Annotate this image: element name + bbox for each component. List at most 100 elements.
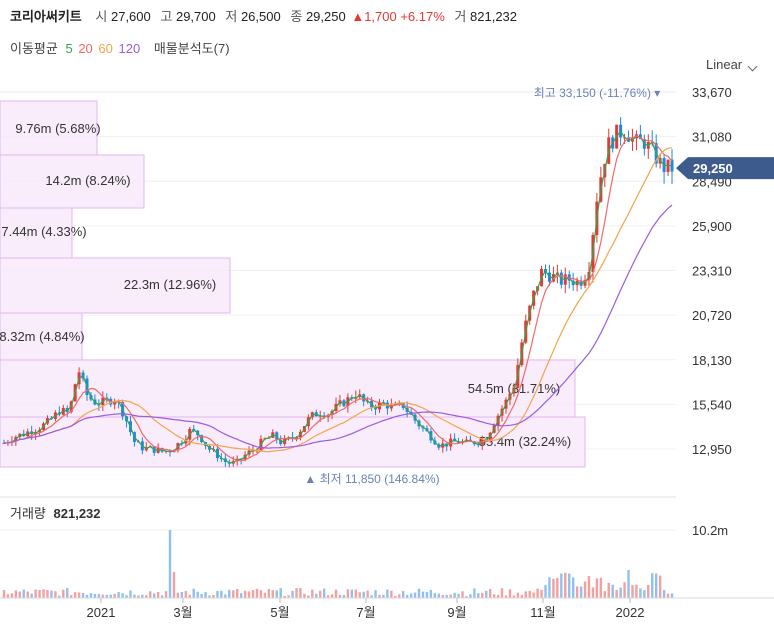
ma-title[interactable]: 이동평균: [10, 41, 58, 56]
volume-bar: [461, 591, 464, 598]
volume-bar: [287, 595, 290, 598]
indicator-legend: 이동평균 5 20 60 120 매물분석도(7): [10, 38, 234, 57]
scale-mode-select[interactable]: Linear: [706, 57, 743, 72]
volume-bar: [425, 591, 429, 598]
x-tick-label: 7월: [356, 605, 375, 620]
volume-bar: [485, 590, 488, 598]
moving-averages: [3, 130, 673, 464]
volume-bar: [631, 585, 634, 598]
volume-bar: [564, 572, 567, 598]
volume-bar: [121, 593, 124, 598]
stock-name[interactable]: 코리아써키트: [10, 9, 82, 24]
volume-bar: [54, 591, 57, 598]
volume-bar: [255, 588, 259, 598]
volume-bar: [2, 589, 6, 598]
volume-bar: [437, 593, 440, 598]
volume-bar: [259, 590, 263, 598]
volume-bar: [129, 590, 132, 598]
volume-bar: [607, 582, 610, 598]
volume-bar: [398, 594, 401, 598]
volume-bar: [643, 590, 646, 598]
volume-bar: [374, 590, 377, 598]
volume-bar: [492, 594, 496, 598]
high-annotation: 최고 33,150 (-11.76%) ▾: [534, 86, 661, 100]
y-tick-label: 18,130: [692, 353, 732, 368]
y-tick-label: 33,670: [692, 85, 732, 100]
volume-bar: [382, 594, 385, 598]
volume-bar: [216, 590, 219, 598]
volume-bar: [560, 573, 563, 598]
volume-profile-bar: [0, 416, 586, 468]
current-price-tag: [676, 157, 774, 180]
ma120-line: [3, 204, 673, 449]
volume-bar: [666, 593, 670, 598]
ma20-legend: 20: [78, 41, 93, 56]
volume-bar: [338, 594, 342, 598]
volume-bar: [224, 594, 227, 598]
volume-bar: [670, 593, 674, 598]
volume-bar: [243, 590, 247, 598]
volume-bar: [370, 595, 373, 598]
volume-bar: [417, 588, 421, 598]
y-tick-label: 20,720: [692, 308, 732, 323]
volume-profile-label: 55.4m (32.24%): [479, 434, 572, 449]
volume-bar: [85, 594, 89, 598]
volume-bar: [247, 591, 251, 598]
volume-bar: [204, 592, 207, 598]
volume-bar: [117, 592, 120, 598]
time-axis: 2021 3월 5월 7월 9월 11월 2022: [0, 597, 774, 620]
volume-bar: [603, 591, 607, 598]
ma60-line: [3, 147, 673, 453]
volume-profile-bar: [0, 312, 83, 361]
ma5-line: [3, 130, 673, 464]
volume-bar: [552, 578, 555, 598]
volume-panel-title: 거래량 821,232: [10, 503, 101, 522]
volume-bar: [30, 593, 33, 598]
annotations: 최고 33,150 (-11.76%) ▾ ▲ 최저 11,850 (146.84…: [304, 86, 774, 486]
ma120-legend: 120: [118, 41, 141, 56]
volume-bar: [647, 584, 650, 598]
volume-bar: [330, 594, 334, 598]
volume-bar: [524, 591, 527, 598]
volume-profile-legend[interactable]: 매물분석도(7): [153, 41, 230, 56]
volume-bar: [544, 584, 547, 598]
volume-bar: [93, 593, 97, 598]
volume-bar: [512, 595, 516, 598]
volume-bar: [433, 593, 437, 598]
volume-bar: [153, 593, 156, 598]
open-value: 27,600: [110, 9, 151, 24]
candle-body: [2, 442, 6, 444]
volume-bar: [125, 595, 128, 598]
volume-bar: [251, 589, 255, 598]
volume-bar: [342, 595, 346, 598]
volume-profile-label: 14.2m (8.24%): [45, 173, 130, 188]
volume-bar: [137, 595, 140, 598]
change-value: ▲1,700 +6.17%: [351, 9, 445, 24]
volume-bar: [413, 592, 417, 598]
volume-value: 821,232: [470, 9, 518, 24]
volume-bar: [113, 593, 116, 598]
volume-bar: [18, 591, 22, 598]
volume-bar: [402, 591, 405, 598]
volume-bar: [658, 575, 662, 598]
volume-bar: [236, 589, 239, 598]
x-tick-label: 5월: [270, 605, 289, 620]
volume-bar: [477, 593, 480, 598]
volume-bar: [599, 577, 603, 598]
volume-bar: [168, 530, 172, 598]
volume-bar: [283, 595, 286, 598]
close-label: 종: [290, 9, 303, 24]
volume-profile-label: 7.44m (4.33%): [1, 224, 86, 239]
volume-bar: [267, 589, 271, 598]
volume-bar: [504, 595, 508, 598]
volume-bar: [358, 592, 361, 598]
ma5-legend: 5: [65, 41, 73, 56]
y-tick-label: 15,540: [692, 397, 732, 412]
open-label: 시: [95, 9, 108, 24]
volume-bar: [295, 588, 298, 598]
volume-bar: [319, 590, 322, 598]
ma60-legend: 60: [98, 41, 113, 56]
volume-bar: [97, 594, 101, 598]
volume-bar: [473, 588, 476, 598]
